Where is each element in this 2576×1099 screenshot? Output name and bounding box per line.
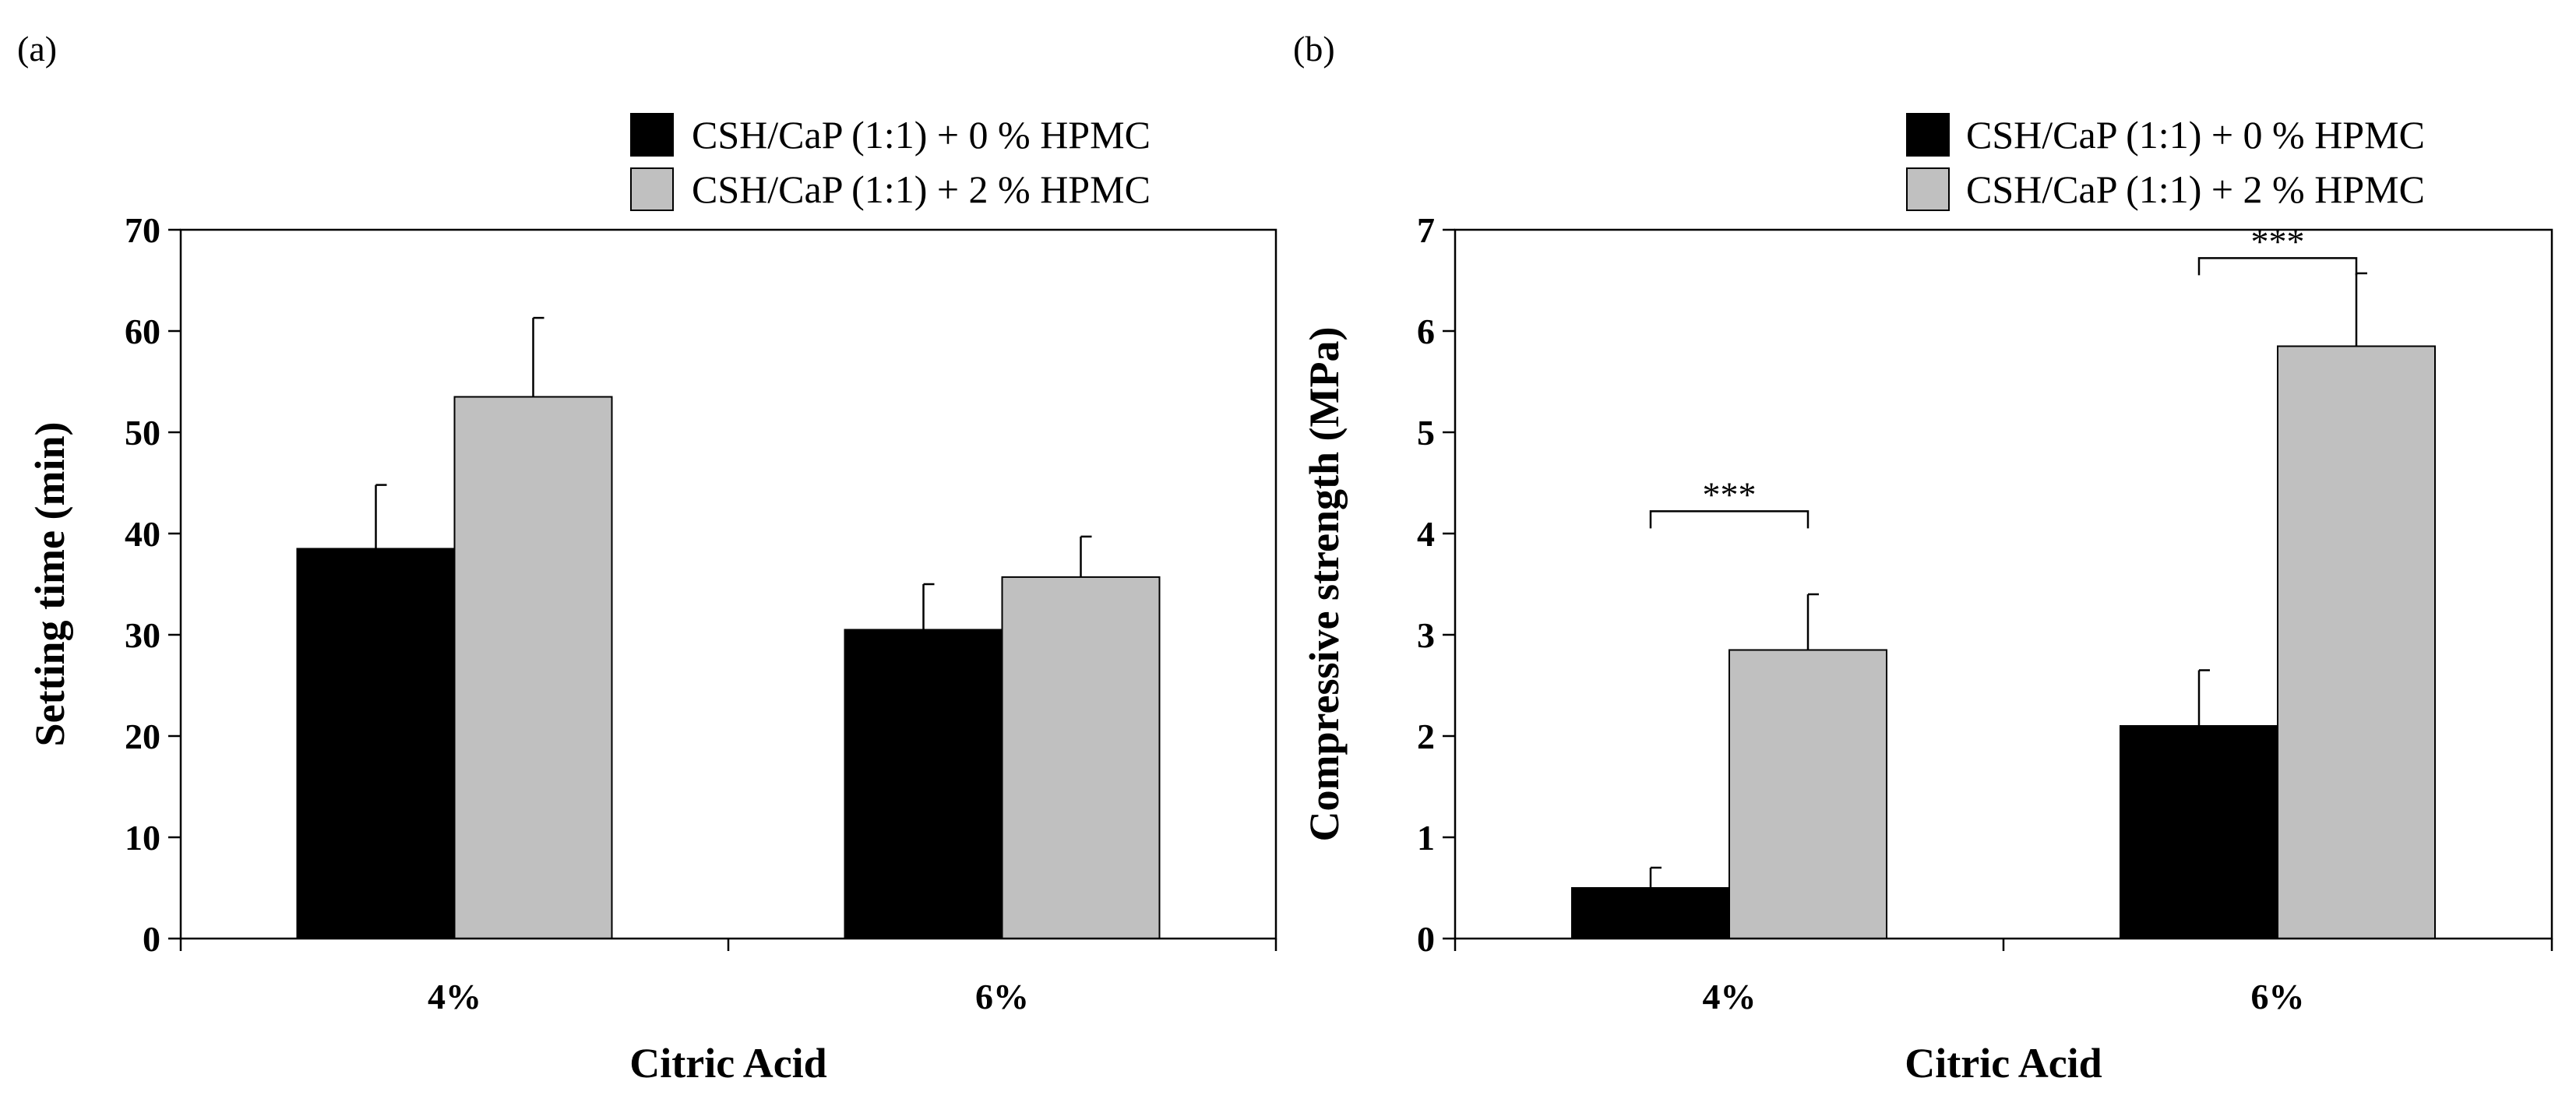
x-tick-label: 6% <box>2251 977 2305 1016</box>
significance-bracket-1 <box>2197 257 2358 276</box>
significance-marker-0: *** <box>1703 474 1757 514</box>
y-tick-label: 2 <box>1417 717 1435 756</box>
x-tick-label: 6% <box>975 977 1029 1016</box>
legend-label-0: CSH/CaP (1:1) + 0 % HPMC <box>692 113 1151 157</box>
y-tick-label: 3 <box>1417 615 1435 655</box>
x-axis-title: Citric Acid <box>1905 1040 2102 1087</box>
bar-hpmc-2-0 <box>1728 649 1887 939</box>
significance-bracket-0 <box>1649 510 1810 529</box>
y-tick-label: 30 <box>125 615 160 655</box>
y-tick-label: 0 <box>1417 919 1435 959</box>
y-tick-label: 1 <box>1417 818 1435 858</box>
panel-a-setting-time: (a) CSH/CaP (1:1) + 0 % HPMC CSH/CaP (1:1)… <box>17 29 1277 1087</box>
x-axis-title: Citric Acid <box>629 1040 826 1087</box>
x-tick-label: 4% <box>1703 977 1757 1016</box>
y-tick-label: 5 <box>1417 413 1435 453</box>
y-tick-label: 50 <box>125 413 160 453</box>
legend-swatch-0 <box>630 113 674 157</box>
x-tick-label: 4% <box>428 977 481 1016</box>
bar-hpmc-0-1 <box>2120 725 2278 939</box>
y-tick-label: 6 <box>1417 312 1435 351</box>
y-tick-label: 20 <box>125 717 160 756</box>
y-tick-label: 4 <box>1417 514 1435 554</box>
bar-hpmc-0-0 <box>296 548 456 939</box>
y-tick-label: 10 <box>125 818 160 858</box>
y-axis-title: Setting time (min) <box>26 422 73 747</box>
legend-label-0: CSH/CaP (1:1) + 0 % HPMC <box>1966 113 2425 157</box>
legend-swatch-0 <box>1906 113 1950 157</box>
legend-label-1: CSH/CaP (1:1) + 2 % HPMC <box>1966 167 2425 211</box>
y-tick-label: 60 <box>125 312 160 351</box>
legend-swatch-1 <box>1906 167 1950 211</box>
bar-hpmc-0-0 <box>1571 887 1730 939</box>
legend-swatch-1 <box>630 167 674 211</box>
significance-marker-1: *** <box>2251 221 2305 261</box>
panel-label: (a) <box>17 29 57 69</box>
bar-hpmc-2-0 <box>453 396 613 939</box>
bar-hpmc-2-1 <box>1001 576 1161 940</box>
y-tick-label: 40 <box>125 514 160 554</box>
y-axis-title: Compressive strength (MPa) <box>1301 327 1348 842</box>
bar-hpmc-0-1 <box>844 629 1003 939</box>
panel-b-compressive-strength: (b) CSH/CaP (1:1) + 0 % HPMC CSH/CaP (1:1)… <box>1293 29 2553 1087</box>
y-tick-label: 0 <box>143 919 160 959</box>
panel-label: (b) <box>1293 29 1335 69</box>
y-tick-label: 7 <box>1417 210 1435 250</box>
legend-label-1: CSH/CaP (1:1) + 2 % HPMC <box>692 167 1151 211</box>
bar-hpmc-2-1 <box>2277 345 2436 939</box>
y-tick-label: 70 <box>125 210 160 250</box>
